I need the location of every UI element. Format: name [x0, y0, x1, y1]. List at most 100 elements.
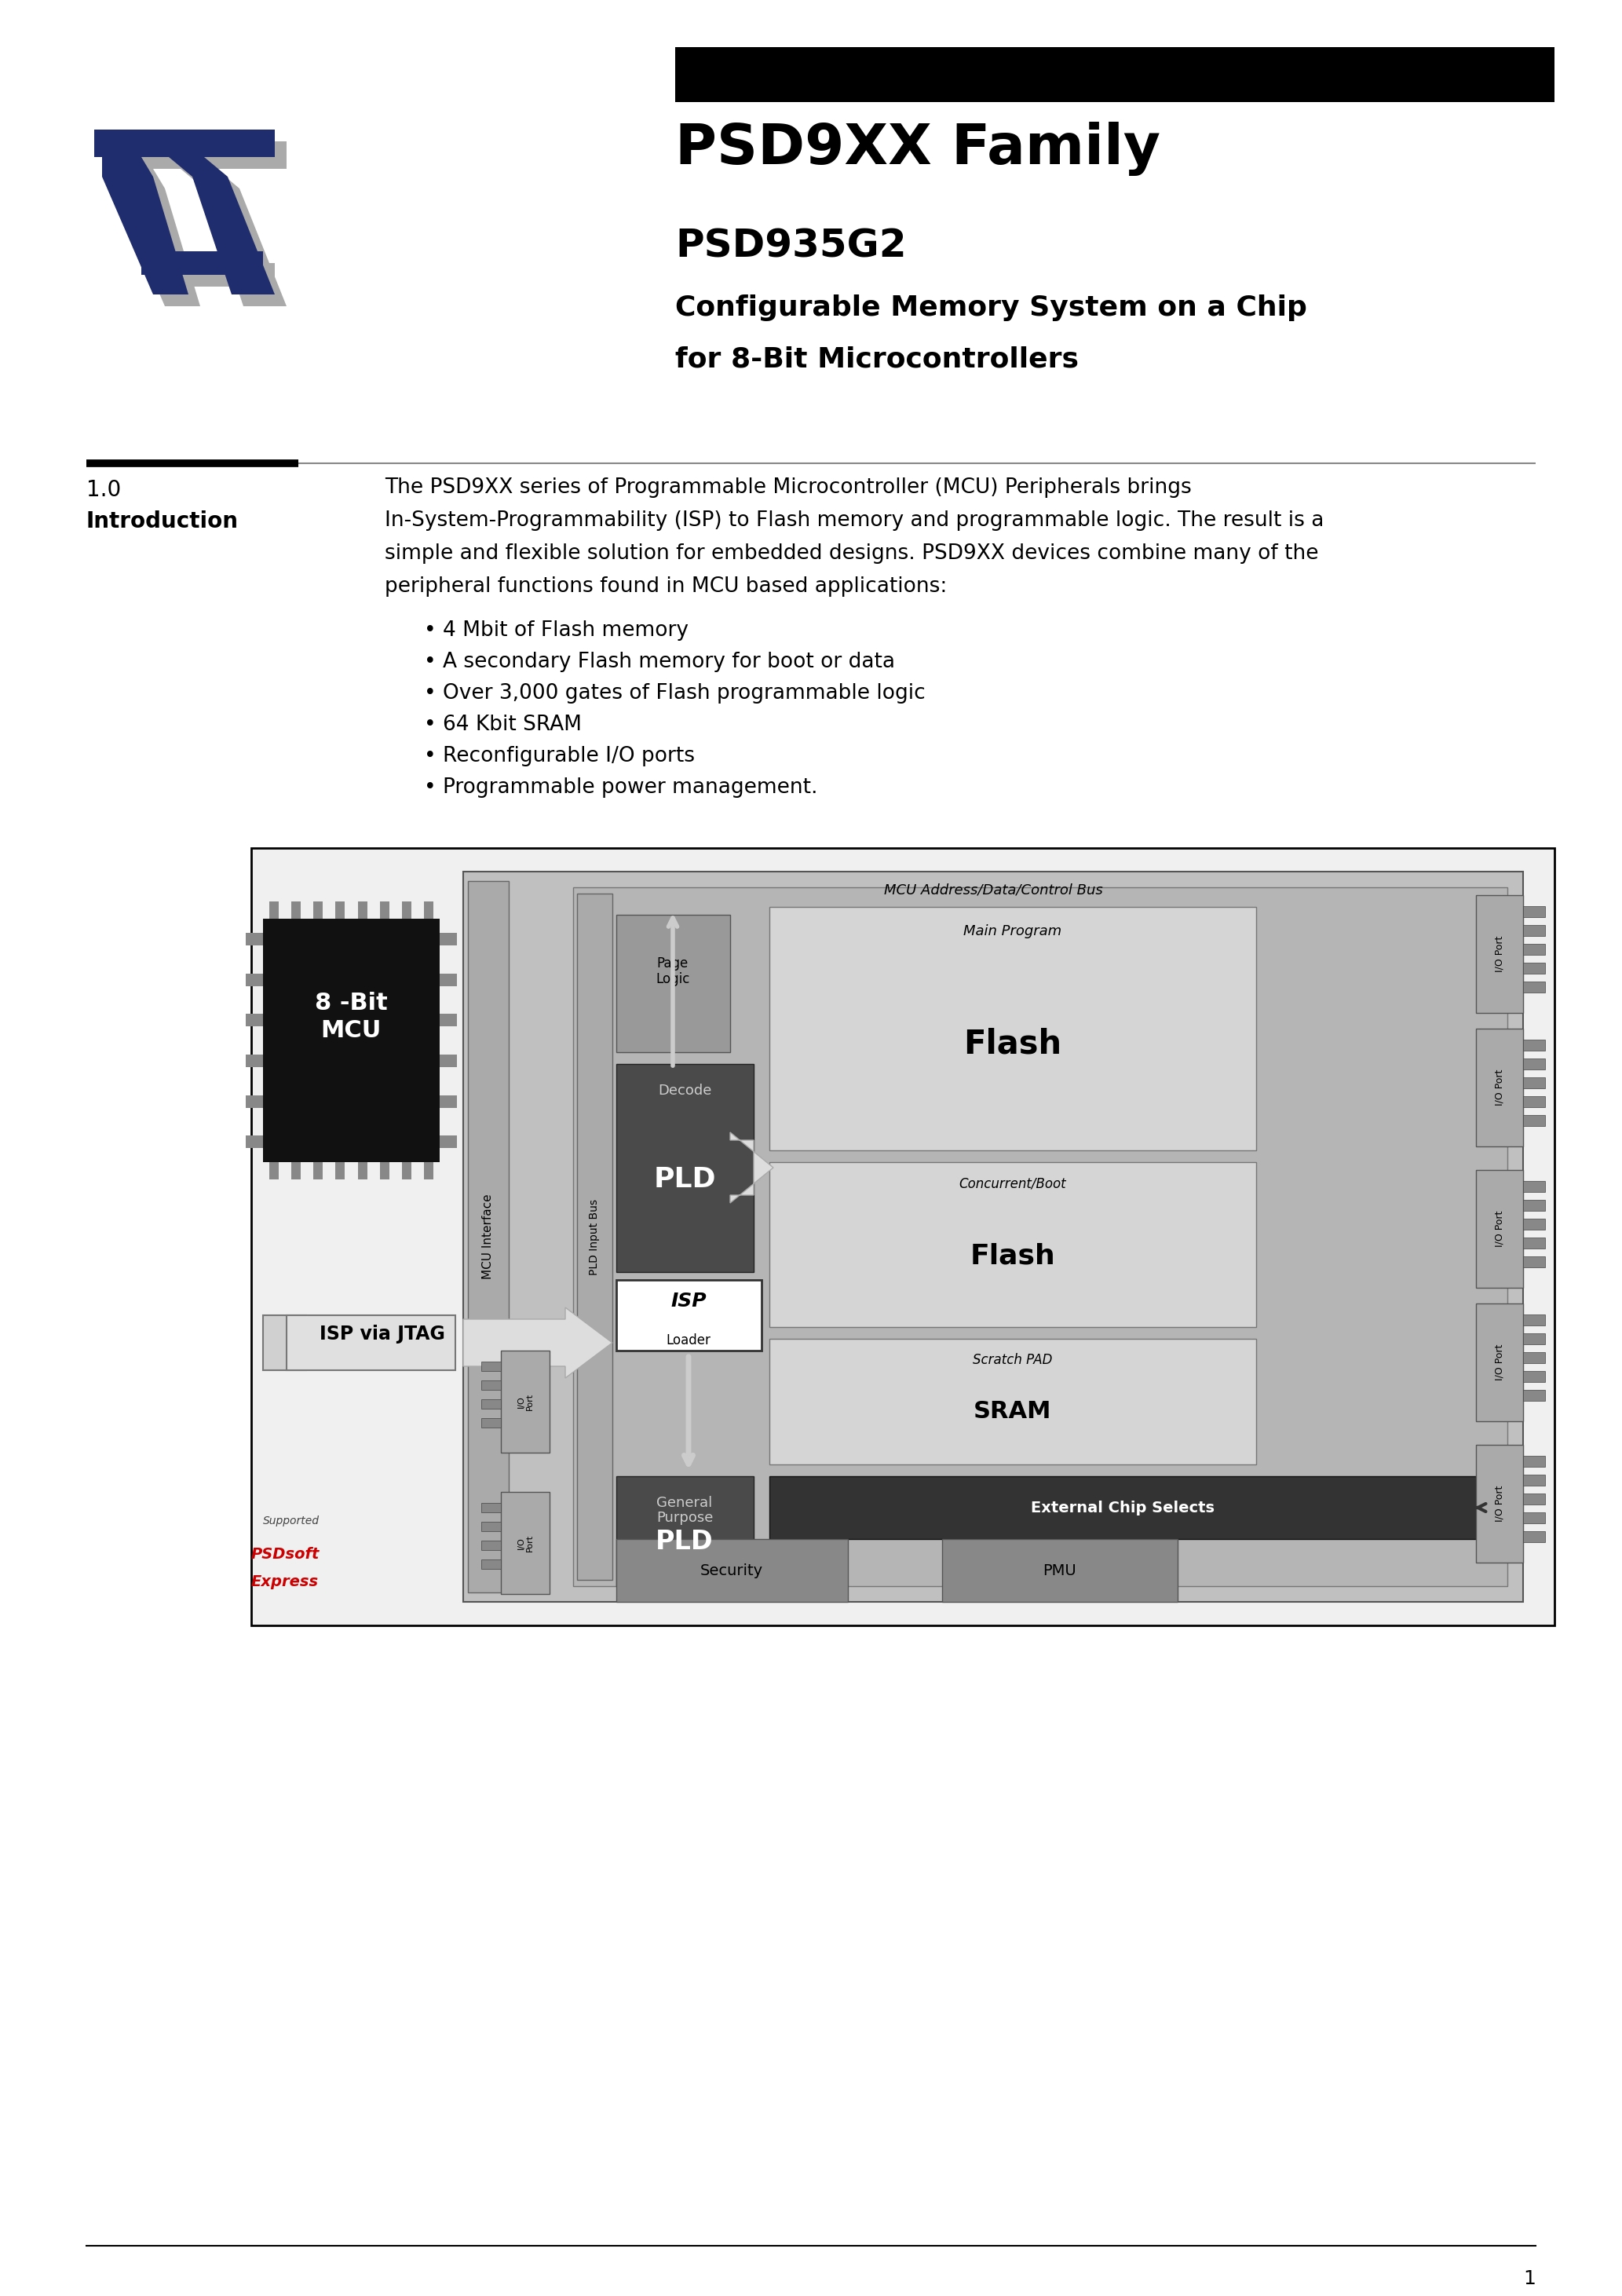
Bar [440, 1095, 457, 1107]
Bar [1523, 1256, 1546, 1267]
Text: • Over 3,000 gates of Flash programmable logic: • Over 3,000 gates of Flash programmable… [423, 684, 926, 703]
Bar [440, 932, 457, 946]
Bar [380, 902, 389, 918]
Bar [247, 974, 263, 985]
Text: PSDsoft: PSDsoft [251, 1548, 320, 1561]
Text: PMU: PMU [1043, 1564, 1077, 1577]
Text: 1.0: 1.0 [86, 480, 122, 501]
Bar [769, 907, 1255, 1150]
Text: Flash: Flash [970, 1242, 1056, 1270]
Text: External Chip Selects: External Chip Selects [1032, 1499, 1215, 1515]
Text: Concurrent/Boot: Concurrent/Boot [959, 1176, 1066, 1189]
Text: SRAM: SRAM [973, 1401, 1051, 1424]
Bar [1523, 907, 1546, 916]
Text: PLD: PLD [655, 1529, 714, 1554]
Bar [152, 264, 274, 287]
Bar [1523, 1219, 1546, 1231]
Text: I/O Port: I/O Port [1494, 1343, 1505, 1380]
Bar [1523, 1531, 1546, 1543]
Bar [402, 1162, 412, 1180]
Bar [577, 893, 613, 1580]
Bar [358, 902, 367, 918]
Text: General
Purpose: General Purpose [657, 1497, 714, 1525]
Bar [1523, 1474, 1546, 1486]
Text: Loader: Loader [667, 1334, 710, 1348]
Polygon shape [169, 156, 274, 294]
Bar [141, 250, 263, 276]
Bar [423, 1162, 433, 1180]
Bar [482, 1419, 501, 1428]
FancyArrow shape [730, 1132, 774, 1203]
Text: for 8-Bit Microcontrollers: for 8-Bit Microcontrollers [675, 344, 1079, 372]
Bar [423, 902, 433, 918]
Bar [358, 1162, 367, 1180]
Bar [1523, 1077, 1546, 1088]
Text: Decode: Decode [659, 1084, 712, 1097]
Bar [1523, 925, 1546, 937]
Bar [380, 1162, 389, 1180]
Bar [482, 1398, 501, 1410]
Text: simple and flexible solution for embedded designs. PSD9XX devices combine many o: simple and flexible solution for embedde… [384, 544, 1319, 565]
Text: ISP: ISP [670, 1293, 707, 1311]
Bar [313, 1162, 323, 1180]
Bar [1523, 1180, 1546, 1192]
Bar [616, 914, 730, 1052]
Bar [440, 1137, 457, 1148]
Bar [1523, 1389, 1546, 1401]
Text: Flash: Flash [963, 1029, 1062, 1061]
Text: Page
Logic: Page Logic [655, 955, 689, 987]
Text: Supported: Supported [263, 1515, 320, 1527]
Polygon shape [114, 170, 200, 305]
Bar [336, 1162, 345, 1180]
Bar [292, 902, 300, 918]
Bar [313, 902, 323, 918]
Text: Main Program: Main Program [963, 925, 1062, 939]
Bar [247, 1095, 263, 1107]
Text: I/O Port: I/O Port [1494, 1070, 1505, 1107]
Bar [336, 902, 345, 918]
Text: • 64 Kbit SRAM: • 64 Kbit SRAM [423, 714, 582, 735]
Bar [251, 847, 1554, 1626]
Bar [616, 1538, 848, 1603]
Bar [1476, 1171, 1523, 1288]
Bar [1523, 1492, 1546, 1504]
Text: Introduction: Introduction [86, 510, 238, 533]
Polygon shape [102, 156, 188, 294]
Polygon shape [180, 170, 287, 305]
Text: I/O
Port: I/O Port [517, 1394, 534, 1410]
Bar [501, 1350, 550, 1453]
Bar [482, 1559, 501, 1568]
Text: I/O Port: I/O Port [1494, 937, 1505, 971]
Bar [247, 1015, 263, 1026]
Text: In-System-Programmability (ISP) to Flash memory and programmable logic. The resu: In-System-Programmability (ISP) to Flash… [384, 510, 1324, 530]
Text: ISP via JTAG: ISP via JTAG [320, 1325, 444, 1343]
Bar [269, 902, 279, 918]
Text: peripheral functions found in MCU based applications:: peripheral functions found in MCU based … [384, 576, 947, 597]
Bar [1523, 1040, 1546, 1052]
Bar [616, 1063, 754, 1272]
Bar [440, 1015, 457, 1026]
Bar [501, 1492, 550, 1593]
Text: • 4 Mbit of Flash memory: • 4 Mbit of Flash memory [423, 620, 688, 641]
Bar [1523, 1201, 1546, 1210]
Text: 1: 1 [1523, 2268, 1536, 2289]
Bar [247, 1137, 263, 1148]
Bar [616, 1476, 754, 1587]
Text: 8 -Bit
MCU: 8 -Bit MCU [315, 992, 388, 1042]
Bar [263, 918, 440, 1162]
Text: • Reconfigurable I/O ports: • Reconfigurable I/O ports [423, 746, 694, 767]
Bar [1523, 1316, 1546, 1325]
Bar [287, 1316, 456, 1371]
Bar [1523, 1116, 1546, 1125]
Bar [440, 974, 457, 985]
Text: Security: Security [701, 1564, 764, 1577]
Text: I/O
Port: I/O Port [517, 1534, 534, 1552]
Bar [769, 1162, 1255, 1327]
Bar [1476, 1444, 1523, 1564]
Bar [769, 1339, 1255, 1465]
Bar [573, 886, 1507, 1587]
Text: PSD9XX Family: PSD9XX Family [675, 122, 1160, 177]
Bar [1523, 1334, 1546, 1343]
FancyArrow shape [464, 1306, 613, 1378]
Text: • Programmable power management.: • Programmable power management. [423, 778, 817, 797]
